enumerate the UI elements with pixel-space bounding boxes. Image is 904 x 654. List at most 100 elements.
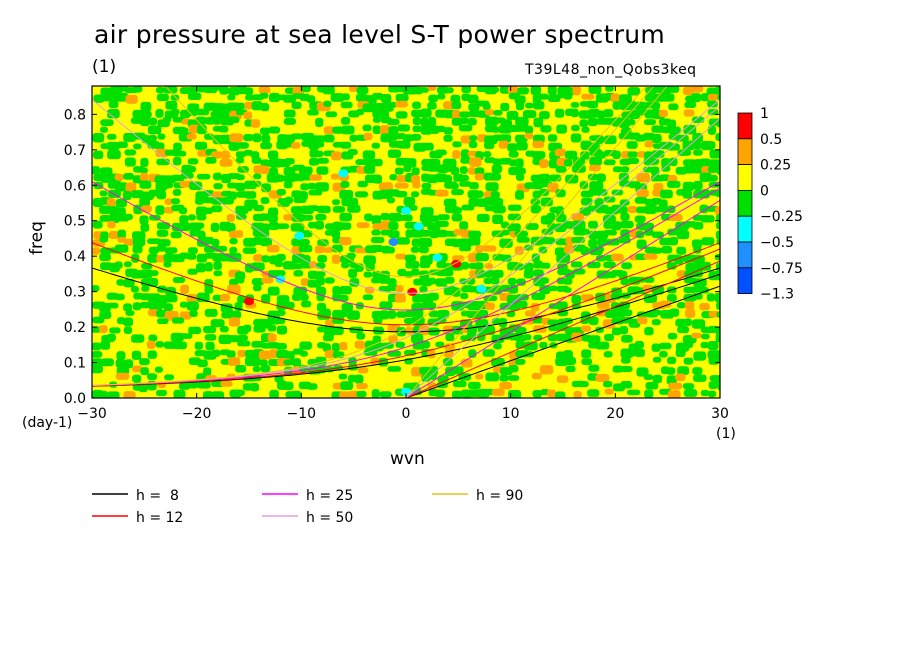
field-blob [514,358,526,365]
field-blob [667,356,677,365]
field-blob [172,189,182,196]
field-blob [547,319,559,326]
field-blob [667,332,678,340]
field-blob [154,366,163,373]
field-blob [452,109,461,120]
field-blob [252,357,261,366]
field-blob [140,116,150,127]
field-blob [322,333,334,342]
field-blob [677,326,690,334]
field-blob [309,174,322,181]
field-blob [299,350,309,357]
field-blob [227,94,236,101]
field-blob [627,151,639,158]
field-blob [492,205,506,214]
field-blob [427,86,437,91]
field-blob [603,229,617,236]
field-blob [132,244,143,254]
field-spot [244,297,254,306]
y-axis-unit: (day-1) [22,415,73,431]
field-blob [171,317,185,324]
field-blob [450,166,460,176]
field-blob [459,111,471,118]
field-blob [626,141,638,149]
field-blob [332,286,341,295]
field-blob [546,212,556,221]
field-blob [317,157,330,164]
field-blob [538,93,549,100]
field-blob [363,271,373,278]
field-blob [195,222,205,229]
field-blob [261,183,272,193]
field-blob [420,117,429,127]
dispersion-curve-kelvin [405,86,668,398]
field-blob [676,302,686,309]
field-blob [219,158,233,167]
field-blob [499,382,512,390]
field-blob [602,381,613,388]
field-blob [331,244,343,253]
field-blob [123,278,135,288]
field-blob [596,188,608,196]
field-blob [643,294,657,304]
field-spot [432,253,443,262]
field-blob [179,311,192,320]
field-blob [661,245,673,254]
field-blob [186,301,199,311]
field-blob [131,350,142,360]
field-blob [700,389,710,397]
field-blob [565,365,576,373]
field-blob [412,182,421,189]
field-blob [460,149,470,159]
y-tick-label: 0.4 [64,249,86,265]
field-blob [692,255,705,264]
field-blob [515,326,527,334]
field-blob [252,284,262,292]
field-blob [651,319,661,326]
field-blob [115,293,125,301]
field-blob [476,213,490,222]
field-blob [386,197,396,204]
field-blob [675,318,687,327]
field-blob [484,302,495,310]
field-blob [99,390,108,398]
field-blob [386,246,395,254]
field-blob [115,198,128,208]
field-blob [220,150,231,159]
field-blob [267,286,280,296]
field-blob [204,308,218,317]
field-blob [229,133,244,143]
field-blob [667,228,679,236]
field-blob [507,277,517,286]
field-blob [410,268,420,276]
legend-label: h = 8 [136,488,179,504]
chart-title-unit: (1) [92,57,117,77]
field-blob [268,207,279,217]
field-blob [155,86,165,94]
field-blob [468,381,481,390]
field-spot [401,206,411,215]
field-blob [363,349,378,356]
y-tick-label: 0.6 [64,178,86,194]
field-blob [507,143,518,152]
field-blob [435,341,445,348]
field-blob [259,359,268,367]
field-blob [172,150,187,157]
field-blob [693,180,703,190]
field-blob [242,324,252,333]
field-blob [189,86,198,95]
field-blob [676,246,687,255]
field-blob [386,118,400,126]
field-blob [525,223,539,230]
field-blob [290,390,302,398]
field-blob [138,383,148,393]
field-blob [170,231,182,239]
field-blob [156,222,171,230]
field-blob [547,86,557,95]
field-blob [458,124,473,132]
field-blob [258,86,271,94]
field-blob [221,197,234,205]
field-blob [283,180,293,189]
field-blob [371,215,382,225]
field-blob [236,102,246,110]
